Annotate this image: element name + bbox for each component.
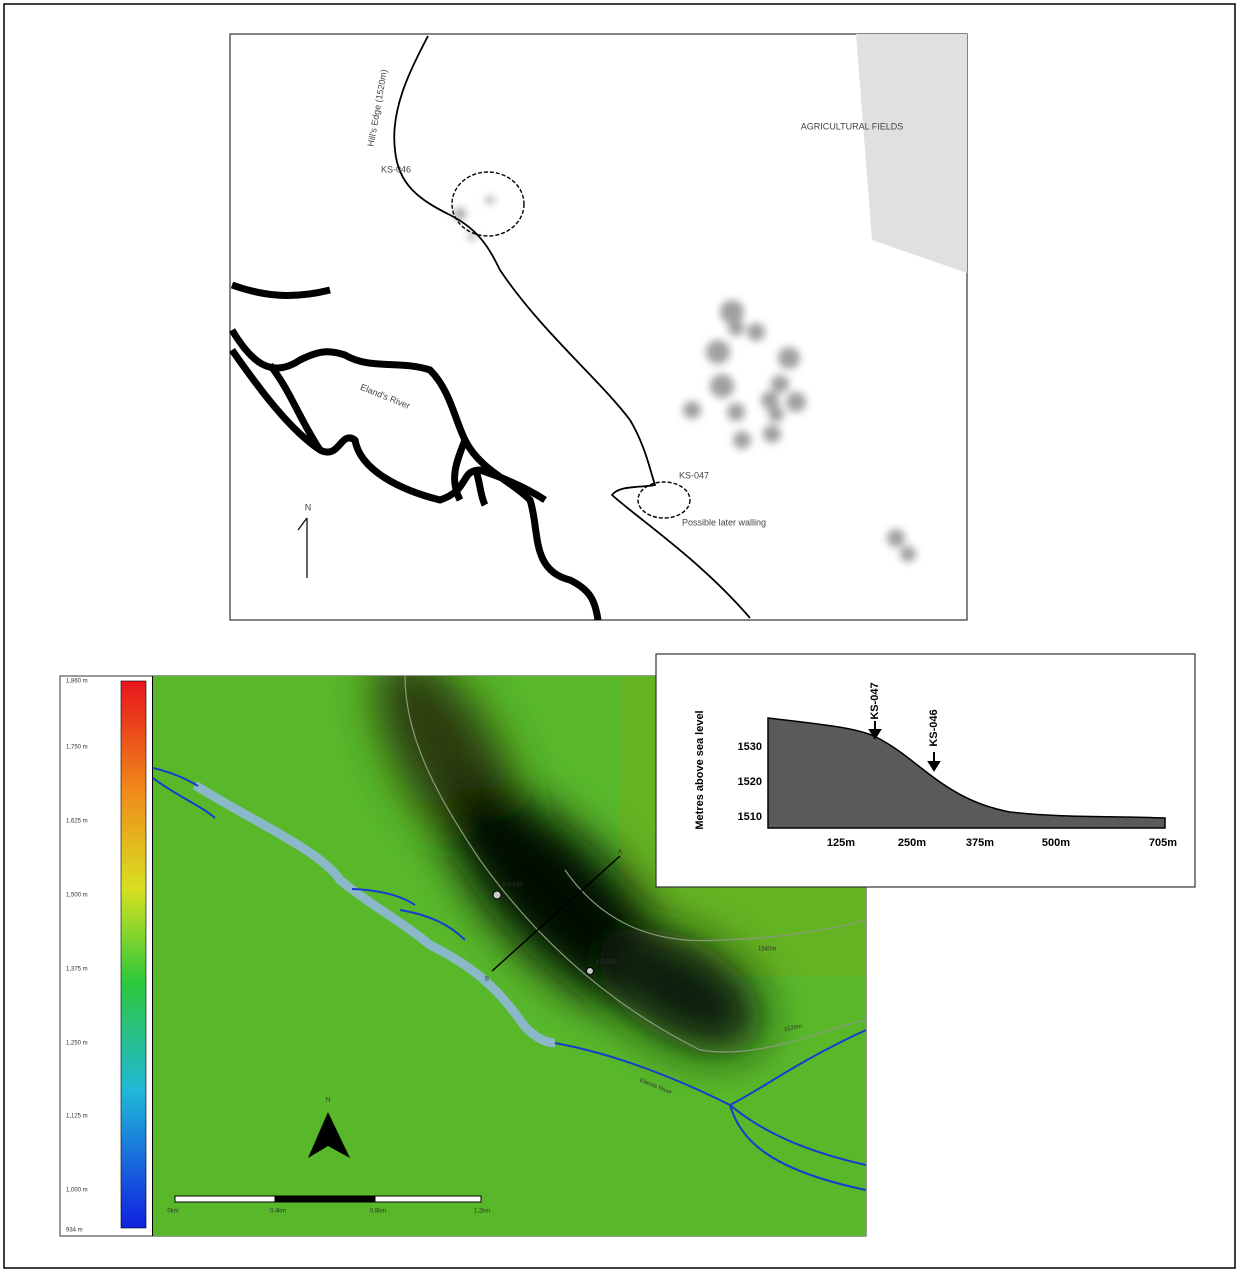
elevation-map-g-g (153, 767, 866, 1191)
legend-label: 1,375 m (66, 967, 88, 973)
elevation-map-g-g-ellipse (598, 927, 762, 1053)
top-map-g-circle (778, 347, 800, 369)
top-map-g-circle (727, 403, 745, 421)
x-tick-label: 500m (1042, 837, 1070, 849)
top-map-g-circle (763, 425, 781, 443)
top-map: Hill's Edge (1520m) AGRICULTURAL FIELDS … (228, 33, 968, 621)
elevation-map-g-g-path (153, 767, 199, 787)
top-map-polygon (856, 34, 967, 273)
top-map-g-path (228, 328, 602, 621)
elevation-map-g-g-path (554, 1029, 866, 1107)
top-map-g (454, 196, 916, 562)
fields-label: AGRICULTURAL FIELDS (801, 121, 904, 131)
elevation-map-g-path (192, 781, 556, 1048)
profile-g-polygon (868, 729, 882, 740)
top-map-g (228, 281, 602, 621)
elevation-map-g-g-path (729, 1104, 866, 1166)
site-label: KS-047 (503, 883, 524, 889)
elevation-map-g-g-path (404, 676, 866, 1053)
top-map-g-circle (747, 323, 765, 341)
top-map-g-circle (486, 196, 494, 204)
legend-label: 1,125 m (66, 1114, 88, 1120)
scale-label: 0.8km (370, 1209, 386, 1215)
top-map-g-circle (720, 300, 744, 324)
top-map-rect (229, 33, 968, 621)
top-map-g-circle (683, 401, 701, 419)
legend-label: 934 m (66, 1228, 83, 1234)
top-map-g-path (267, 362, 323, 452)
x-tick-label: 705m (1149, 837, 1177, 849)
top-map-g-circle (761, 391, 779, 409)
top-map-g-path (471, 466, 489, 507)
elevation-map-g-circle (492, 890, 502, 900)
site-label: KS-047 (679, 470, 709, 480)
top-map-g-circle (768, 406, 784, 422)
elevation-map-g-g-path (153, 777, 216, 819)
top-map-g-circle (710, 374, 734, 398)
profile-path (767, 717, 1166, 829)
north-label: N (326, 1098, 330, 1104)
scale-label: 0.4km (270, 1209, 286, 1215)
top-map-g (451, 171, 691, 519)
north-label: N (305, 502, 312, 512)
profile-g-polygon (927, 761, 941, 772)
top-map-g-circle (887, 529, 905, 547)
marker-label: KS-047 (869, 682, 881, 719)
top-map-g-circle (733, 431, 751, 449)
transect-label: A (618, 850, 622, 856)
top-map-g-path (230, 281, 331, 299)
y-tick-label: 1520 (738, 776, 762, 788)
top-map-g-ellipse (637, 481, 691, 519)
top-map-g-circle (900, 546, 916, 562)
top-map-g-path (229, 347, 547, 504)
contour-label: 1520m (783, 1024, 802, 1034)
legend-label: 1,860 m (66, 679, 88, 685)
profile-g (868, 721, 941, 772)
elevation-map-g-rect (174, 1195, 276, 1203)
legend-label: 1,500 m (66, 893, 88, 899)
walling-label: Possible later walling (682, 517, 766, 527)
top-map-g-circle (728, 320, 744, 336)
top-map-path (393, 35, 751, 619)
marker-label: KS-046 (928, 709, 940, 746)
top-map-g-path (451, 438, 469, 502)
top-map-g-circle (454, 208, 466, 220)
y-axis-label: Metres above sea level (694, 710, 706, 829)
legend-label: 1,750 m (66, 745, 88, 751)
scale-label: 1.2km (474, 1209, 490, 1215)
elevation-map-g-line (491, 855, 621, 972)
x-tick-label: 125m (827, 837, 855, 849)
elevation-map-rect (120, 680, 147, 1229)
site-label: KS-046 (596, 960, 617, 966)
y-tick-label: 1530 (738, 741, 762, 753)
elevation-map-g-rect (374, 1195, 482, 1203)
elevation-map-g-g-path (729, 1104, 866, 1191)
elevation-map-g-g (404, 676, 866, 1053)
elevation-map-g-circle (586, 967, 594, 975)
transect-label: B (485, 977, 489, 983)
top-map-path (297, 517, 308, 531)
elevation-map-g-g-path (399, 909, 466, 941)
elevation-map-g-g-path (351, 888, 416, 906)
x-tick-label: 375m (966, 837, 994, 849)
x-tick-label: 250m (898, 837, 926, 849)
elevation-map-g-rect (274, 1195, 376, 1203)
elevation-map-g-polygon (308, 1112, 350, 1158)
site-label: KS-046 (381, 164, 411, 174)
elevation-map-g-g (376, 676, 762, 1053)
top-map-g-circle (771, 375, 789, 393)
profile: Metres above sea level 1530 1520 1510 12… (655, 653, 1196, 888)
top-map-g-circle (706, 340, 730, 364)
top-map-g-ellipse (451, 171, 525, 237)
y-tick-label: 1510 (738, 811, 762, 823)
legend-label: 1,000 m (66, 1188, 88, 1194)
legend-label: 1,250 m (66, 1041, 88, 1047)
contour-label: 1540m (758, 947, 776, 953)
elevation-map-g-g-path (564, 869, 866, 942)
legend-label: 1,625 m (66, 819, 88, 825)
top-map-g-circle (786, 392, 806, 412)
scale-label: 0km (167, 1209, 178, 1215)
